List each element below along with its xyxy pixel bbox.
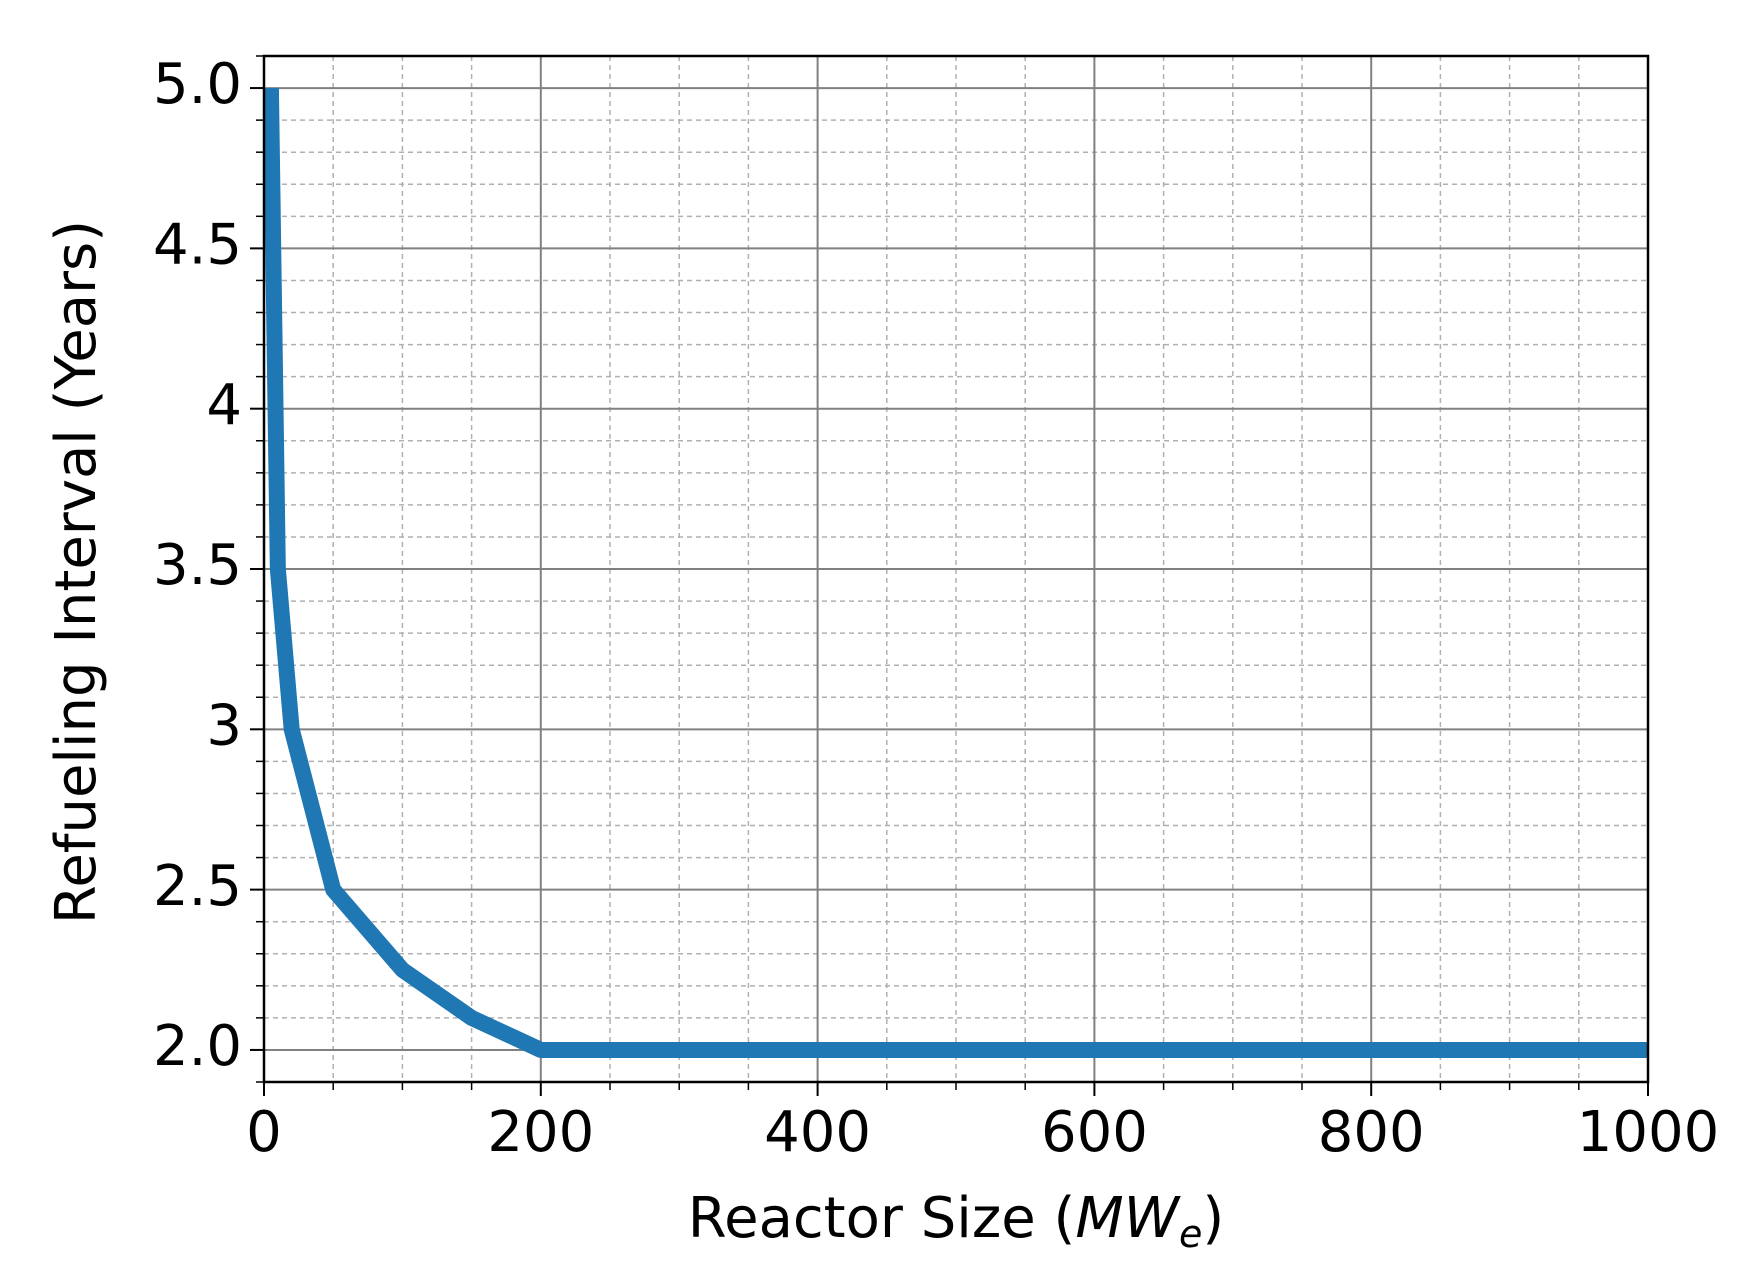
y-tick-label: 2.5 xyxy=(153,854,242,919)
x-axis-label: Reactor Size (MWe) xyxy=(688,1186,1225,1255)
y-tick-label: 4 xyxy=(206,373,242,438)
y-tick-label: 2.0 xyxy=(153,1014,242,1079)
x-label-text: Reactor Size ( xyxy=(688,1186,1076,1251)
x-tick-label: 600 xyxy=(1041,1100,1148,1165)
data-line xyxy=(262,87,1648,1058)
x-label-subscript: e xyxy=(1179,1212,1202,1256)
y-tick-label: 3.5 xyxy=(153,533,242,598)
y-tick-label: 4.5 xyxy=(153,213,242,278)
y-axis-label: Refueling Interval (Years) xyxy=(44,220,109,924)
x-label-text: ) xyxy=(1202,1186,1224,1251)
x-tick-label: 800 xyxy=(1318,1100,1425,1165)
x-tick-label: 0 xyxy=(246,1100,282,1165)
x-tick-label: 200 xyxy=(487,1100,594,1165)
y-tick-label: 5.0 xyxy=(153,52,242,117)
x-tick-label: 1000 xyxy=(1577,1100,1720,1165)
plot-frame xyxy=(262,54,1650,1084)
y-tick-label: 3 xyxy=(206,693,242,758)
x-label-math: MW xyxy=(1075,1186,1181,1251)
x-tick-label: 400 xyxy=(764,1100,871,1165)
